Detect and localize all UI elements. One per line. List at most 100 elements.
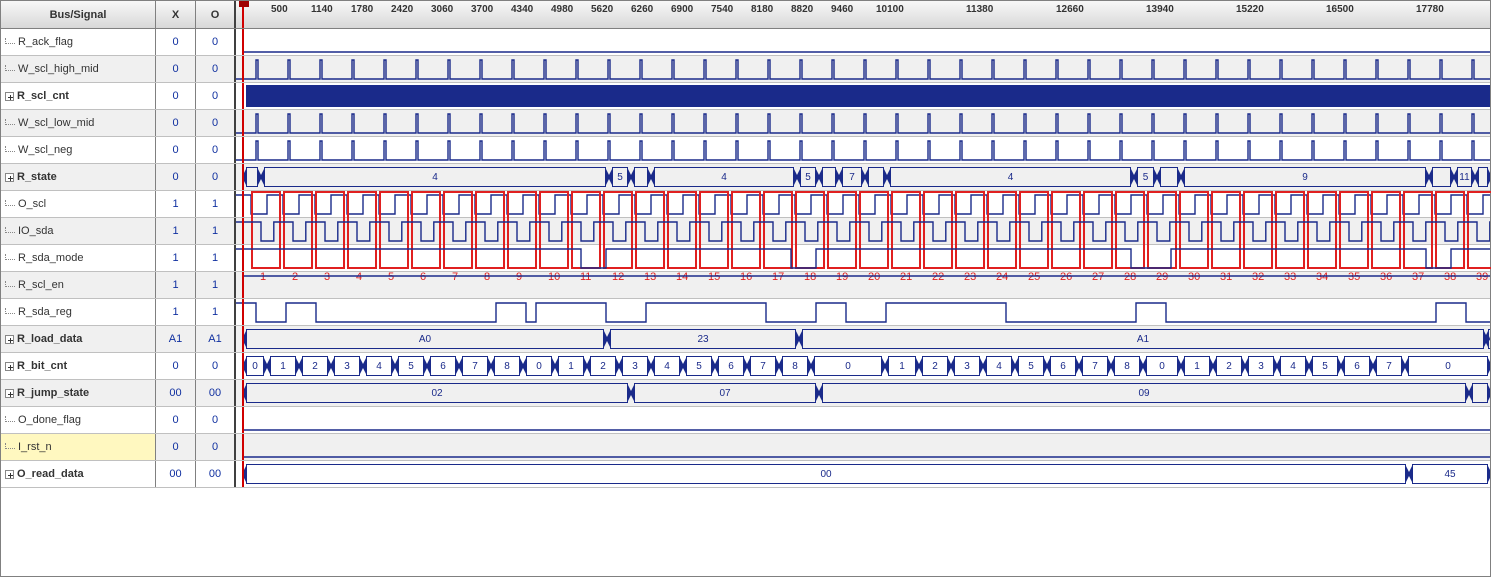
signal-row[interactable]: IO_sda11	[1, 218, 1490, 245]
cursor-line[interactable]	[242, 56, 244, 82]
expand-icon[interactable]	[5, 173, 14, 182]
cursor-line[interactable]	[242, 434, 244, 460]
wave-cell[interactable]: A023A1A	[236, 326, 1490, 352]
cursor-line[interactable]	[242, 380, 244, 406]
wave-cell[interactable]	[236, 29, 1490, 55]
signal-column-header[interactable]: Bus/Signal	[1, 1, 156, 28]
cursor-line[interactable]	[242, 164, 244, 190]
signal-row[interactable]: R_load_dataA1A1A023A1A	[1, 326, 1490, 353]
signal-row[interactable]: R_sda_mode11	[1, 245, 1490, 272]
cursor-line[interactable]	[242, 461, 244, 487]
cursor-line[interactable]	[242, 272, 244, 298]
signal-name-cell[interactable]: O_scl	[1, 191, 156, 217]
wave-cell[interactable]: 012345678012345678012345678012345670	[236, 353, 1490, 379]
o-value: 0	[196, 110, 236, 136]
wave-cell[interactable]	[236, 407, 1490, 433]
timeline-tick: 4980	[551, 4, 573, 15]
signal-name-label: R_jump_state	[17, 387, 89, 399]
signal-row[interactable]: R_sda_reg11	[1, 299, 1490, 326]
cursor-handle-icon[interactable]	[239, 1, 249, 7]
signal-name-label: W_scl_low_mid	[18, 117, 94, 129]
bus-segment: 3	[334, 356, 360, 376]
bus-segment: 3	[622, 356, 648, 376]
signal-name-cell[interactable]: R_jump_state	[1, 380, 156, 406]
signal-name-cell[interactable]: R_sda_mode	[1, 245, 156, 271]
wave-cell[interactable]	[236, 434, 1490, 460]
wave-cell[interactable]	[236, 110, 1490, 136]
cursor-marker[interactable]	[242, 1, 244, 28]
signal-name-cell[interactable]: O_read_data	[1, 461, 156, 487]
bus-segment: 09	[822, 383, 1466, 403]
bus-segment: 45	[1412, 464, 1488, 484]
signal-row[interactable]: W_scl_low_mid00	[1, 110, 1490, 137]
signal-name-label: O_read_data	[17, 468, 84, 480]
signal-name-cell[interactable]: R_scl_cnt	[1, 83, 156, 109]
wave-cell[interactable]	[236, 83, 1490, 109]
signal-name-cell[interactable]: R_state	[1, 164, 156, 190]
signal-row[interactable]: O_read_data00000045	[1, 461, 1490, 488]
cursor-line[interactable]	[242, 218, 244, 244]
signal-name-label: R_sda_mode	[18, 252, 83, 264]
o-value: 1	[196, 272, 236, 298]
x-column-header[interactable]: X	[156, 1, 196, 28]
wave-cell[interactable]	[236, 218, 1490, 244]
signal-row[interactable]: W_scl_high_mid00	[1, 56, 1490, 83]
wave-cell[interactable]: 1234567891011121314151617181920212223242…	[236, 191, 1490, 217]
wave-cell[interactable]	[236, 56, 1490, 82]
signal-name-cell[interactable]: W_scl_neg	[1, 137, 156, 163]
signal-row[interactable]: R_ack_flag00	[1, 29, 1490, 56]
signal-name-cell[interactable]: O_done_flag	[1, 407, 156, 433]
bus-segment	[1478, 167, 1488, 187]
wave-cell[interactable]: 020709	[236, 380, 1490, 406]
expand-icon[interactable]	[5, 362, 14, 371]
wave-cell[interactable]	[236, 137, 1490, 163]
signal-name-label: R_scl_en	[18, 279, 64, 291]
signal-row[interactable]: R_bit_cnt0001234567801234567801234567801…	[1, 353, 1490, 380]
signal-name-cell[interactable]: R_scl_en	[1, 272, 156, 298]
signal-row[interactable]: R_jump_state0000020709	[1, 380, 1490, 407]
expand-icon[interactable]	[5, 92, 14, 101]
signal-name-cell[interactable]: W_scl_low_mid	[1, 110, 156, 136]
signal-name-cell[interactable]: R_bit_cnt	[1, 353, 156, 379]
wave-cell[interactable]: 0045	[236, 461, 1490, 487]
cursor-line[interactable]	[242, 83, 244, 109]
signal-row[interactable]: R_scl_en11	[1, 272, 1490, 299]
expand-icon[interactable]	[5, 389, 14, 398]
cursor-line[interactable]	[242, 110, 244, 136]
x-value: A1	[156, 326, 196, 352]
cursor-line[interactable]	[242, 407, 244, 433]
signal-name-cell[interactable]: R_load_data	[1, 326, 156, 352]
signal-name-cell[interactable]: IO_sda	[1, 218, 156, 244]
o-column-header[interactable]: O	[196, 1, 236, 28]
expand-icon[interactable]	[5, 335, 14, 344]
cursor-line[interactable]	[242, 353, 244, 379]
bus-segment: 07	[634, 383, 816, 403]
cursor-line[interactable]	[242, 29, 244, 55]
signal-row[interactable]: W_scl_neg00	[1, 137, 1490, 164]
bus-segment: 5	[800, 167, 816, 187]
signal-name-cell[interactable]: R_sda_reg	[1, 299, 156, 325]
bus-segment	[246, 167, 258, 187]
cursor-line[interactable]	[242, 137, 244, 163]
timeline-tick: 8180	[751, 4, 773, 15]
signal-row[interactable]: I_rst_n00	[1, 434, 1490, 461]
wave-cell[interactable]	[236, 245, 1490, 271]
signal-name-label: R_ack_flag	[18, 36, 73, 48]
cursor-line[interactable]	[242, 299, 244, 325]
cursor-line[interactable]	[242, 245, 244, 271]
wave-cell[interactable]	[236, 299, 1490, 325]
signal-row[interactable]: O_done_flag00	[1, 407, 1490, 434]
wave-cell[interactable]: 4545745911	[236, 164, 1490, 190]
signal-name-cell[interactable]: I_rst_n	[1, 434, 156, 460]
wave-cell[interactable]	[236, 272, 1490, 298]
expand-icon[interactable]	[5, 470, 14, 479]
x-value: 0	[156, 353, 196, 379]
signal-row[interactable]: R_scl_cnt00	[1, 83, 1490, 110]
signal-row[interactable]: R_state004545745911	[1, 164, 1490, 191]
timeline-header[interactable]: 5001140178024203060370043404980562062606…	[236, 1, 1490, 28]
cursor-line[interactable]	[242, 191, 244, 217]
signal-row[interactable]: O_scl11123456789101112131415161718192021…	[1, 191, 1490, 218]
signal-name-cell[interactable]: R_ack_flag	[1, 29, 156, 55]
signal-name-cell[interactable]: W_scl_high_mid	[1, 56, 156, 82]
cursor-line[interactable]	[242, 326, 244, 352]
